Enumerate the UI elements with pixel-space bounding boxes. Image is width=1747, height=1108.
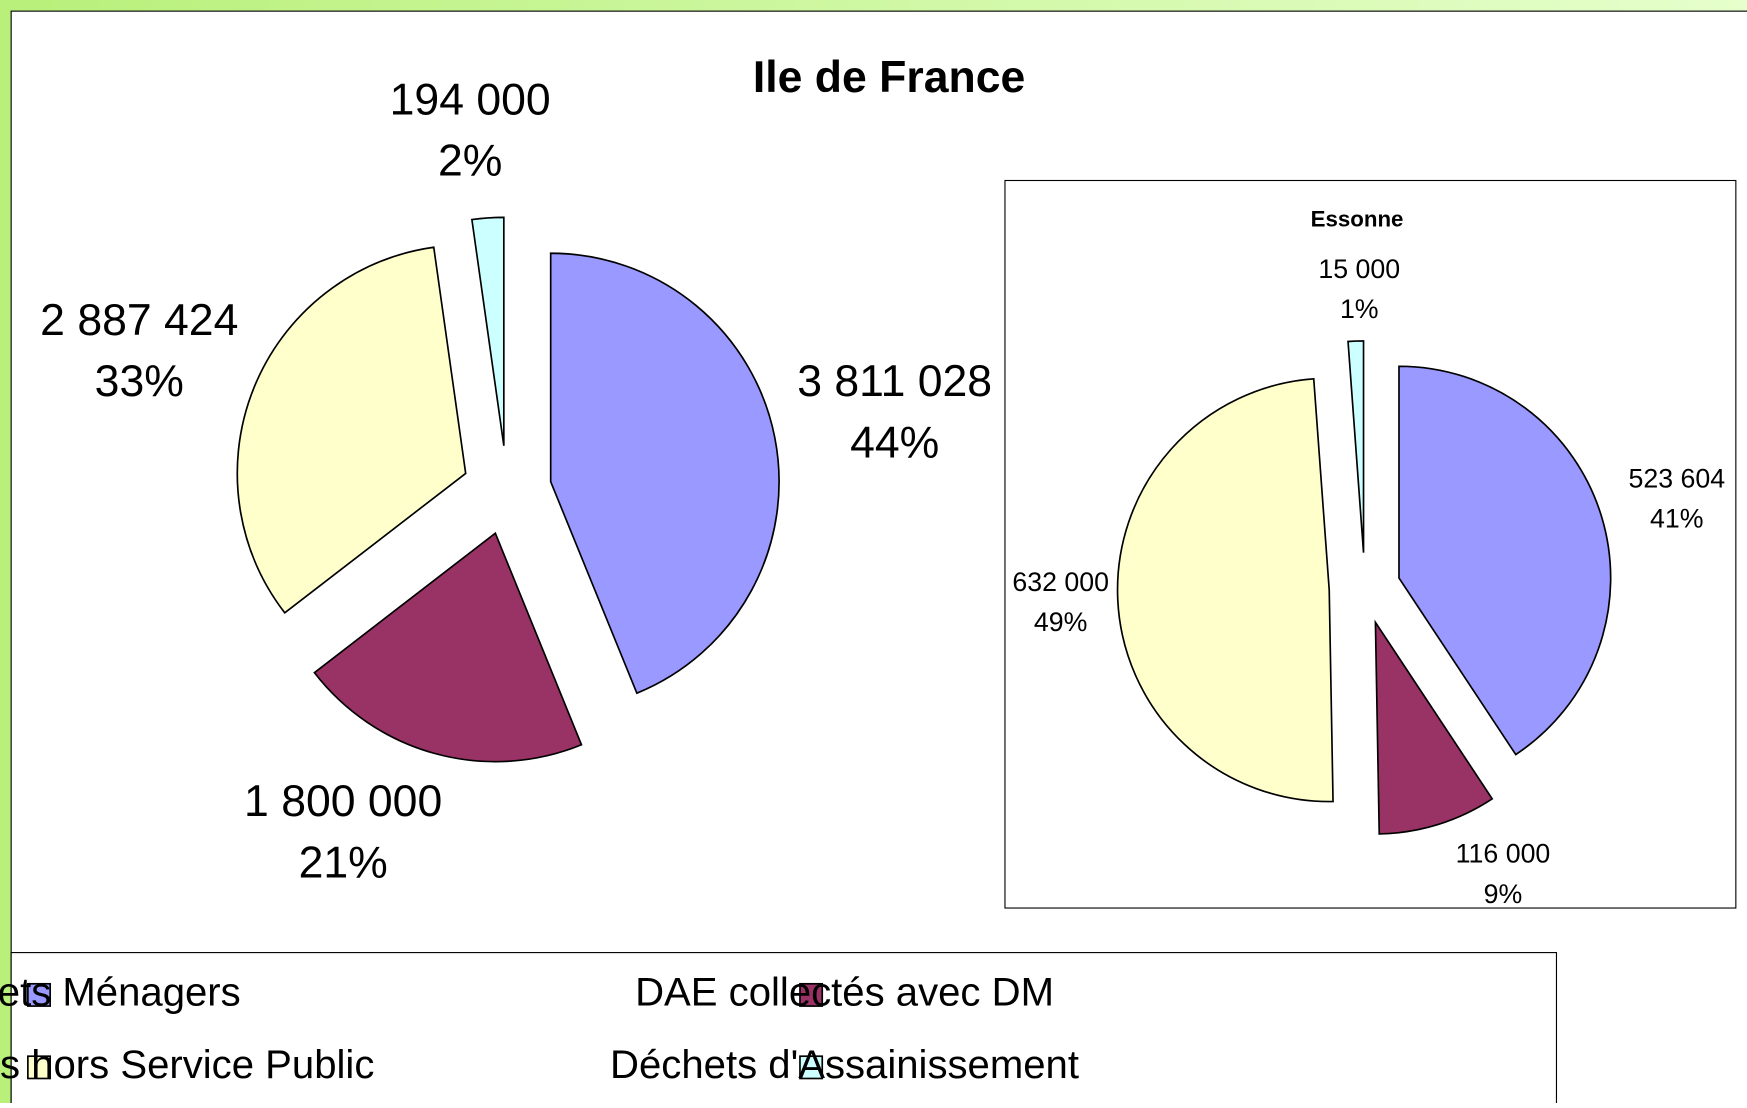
percent-label: 2% [438,137,502,186]
value-label: 3 811 028 [797,357,992,406]
pie-slice [1347,340,1365,553]
legend-swatch [799,1055,824,1080]
legend-swatch [27,1055,51,1080]
legend-swatch [27,982,51,1007]
percent-label: 21% [299,838,388,887]
value-label: 1 800 000 [244,777,442,826]
value-label: 2 887 424 [40,296,238,345]
percent-label: 9% [1484,879,1523,909]
legend-box [10,952,1558,1108]
pie-slice [470,216,505,446]
value-label: 632 000 [1012,567,1109,597]
chart-title: Ile de France [753,53,1025,102]
pie-slice [313,531,583,763]
legend-label: DAE collectés hors Service Public [0,1043,374,1087]
inset-frame [1004,179,1737,909]
pie-slice [1398,365,1612,756]
inset-title: Essonne [1311,206,1404,231]
pie-slice [1374,619,1494,835]
percent-label: 33% [95,357,184,406]
pie-slice [1116,377,1334,803]
value-label: 194 000 [390,75,551,124]
pie-slice [236,246,467,614]
value-label: 523 604 [1628,463,1725,493]
percent-label: 41% [1650,503,1703,533]
legend-label: DAE collectés avec DM [635,971,1054,1015]
legend-swatch [799,982,824,1007]
percent-label: 49% [1034,607,1087,637]
percent-label: 44% [850,418,939,467]
legend-label: Déchets d'Assainissement [610,1043,1079,1087]
legend-label: Déchets Ménagers [0,971,241,1015]
value-label: 15 000 [1318,254,1400,284]
percent-label: 1% [1340,294,1379,324]
pie-slice [549,252,780,695]
value-label: 116 000 [1456,839,1551,869]
